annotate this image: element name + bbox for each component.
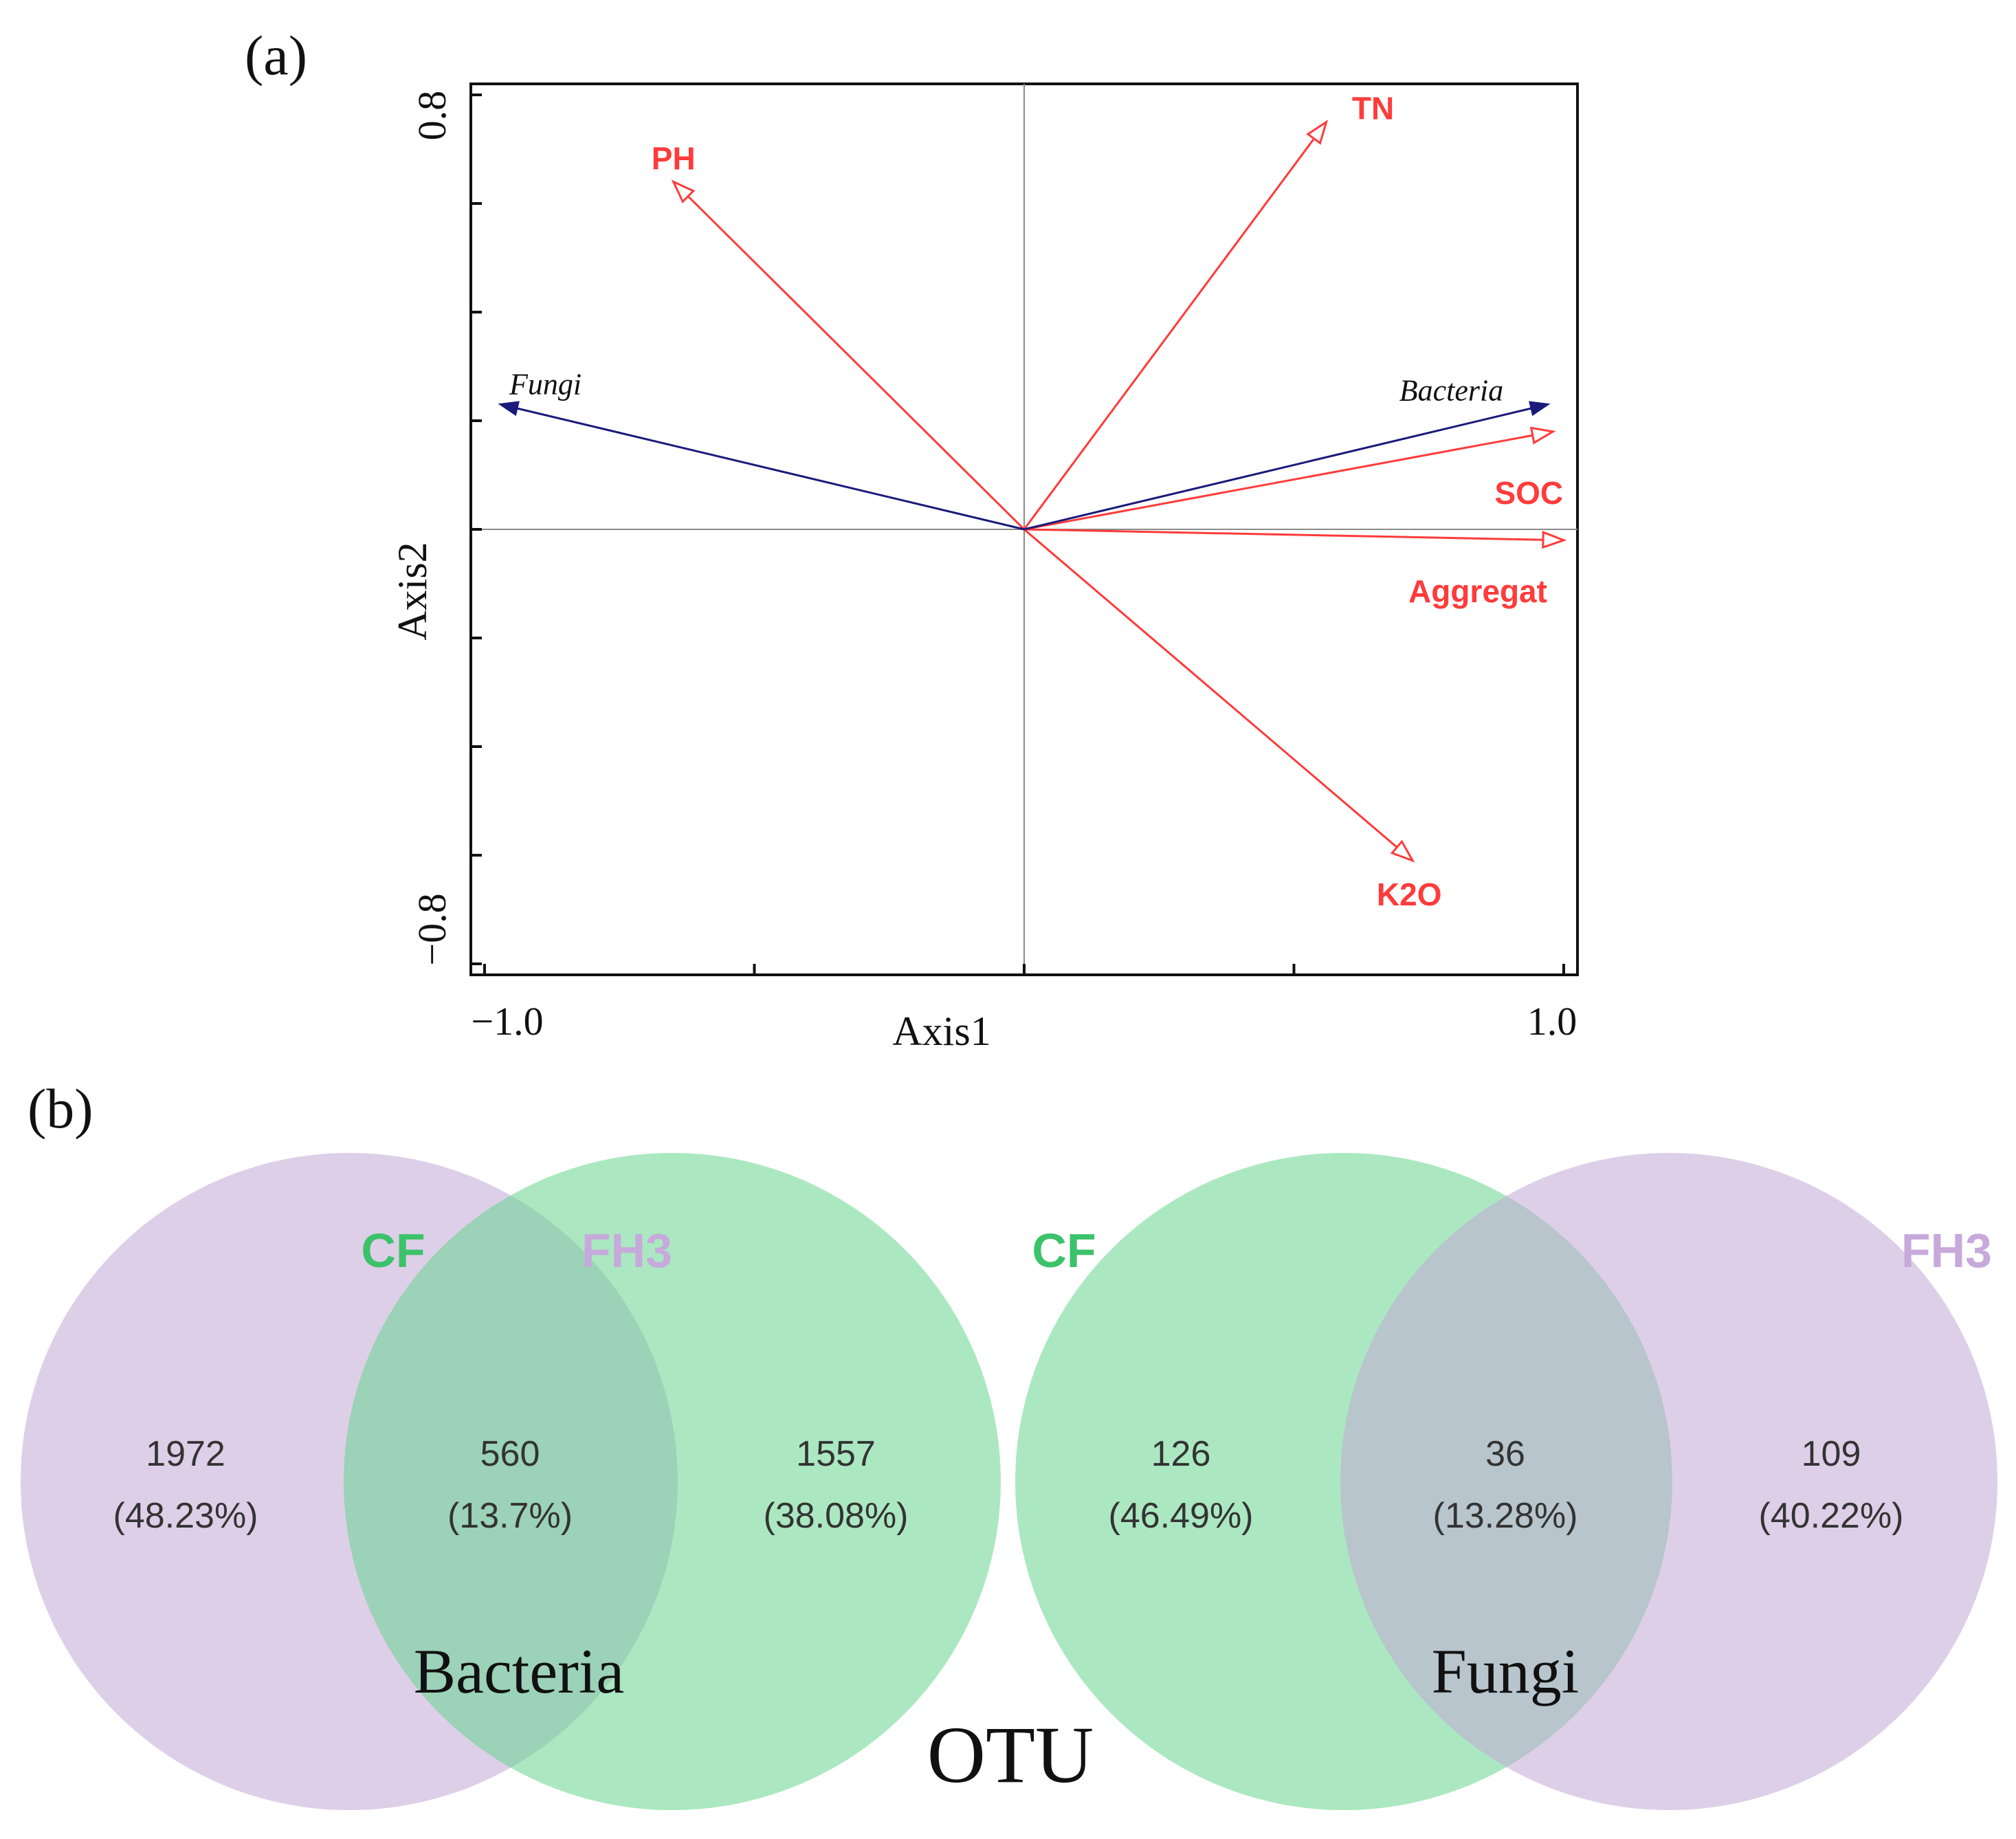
- y-tick-label-min: −0.8: [410, 893, 454, 965]
- fungi-fh3-only-count: 109: [1802, 1434, 1861, 1474]
- panel-b-label: (b): [27, 1077, 93, 1140]
- env-aggregat-arrowhead: [1542, 531, 1567, 549]
- env-k2o-arrowhead: [1390, 839, 1415, 863]
- env-label-tn: TN: [1352, 91, 1394, 126]
- species-bacteria-arrowhead: [1529, 401, 1551, 417]
- bacteria-fh3-only-percent: (48.23%): [113, 1496, 258, 1536]
- y-axis-title: Axis2: [390, 542, 435, 640]
- env-label-aggregat: Aggregat: [1408, 573, 1547, 609]
- x-tick-label-min: −1.0: [471, 999, 543, 1044]
- fungi-fh3-set-label: FH3: [1901, 1224, 1992, 1277]
- env-ph-vector: [687, 195, 1026, 531]
- bacteria-cf-circle: [344, 1153, 1001, 1810]
- bacteria-fh3-only-count: 1972: [146, 1434, 225, 1474]
- x-axis-title: Axis1: [892, 1009, 990, 1054]
- vector-label-layer: PH TN SOC Aggregat K2O Fungi Bacteria: [509, 91, 1563, 912]
- fungi-fh3-circle: [1340, 1153, 1997, 1810]
- env-soc-arrowhead: [1529, 426, 1556, 445]
- species-bacteria-vector: [1023, 407, 1532, 531]
- bacteria-overlap-count: 560: [480, 1434, 540, 1474]
- species-label-bacteria: Bacteria: [1399, 373, 1504, 407]
- fungi-cf-only-percent: (46.49%): [1109, 1496, 1254, 1536]
- env-label-ph: PH: [652, 140, 696, 176]
- env-soc-vector: [1023, 434, 1533, 531]
- fungi-overlap-count: 36: [1485, 1434, 1525, 1474]
- x-axis-ticks: [483, 964, 1565, 975]
- panel-a-label: (a): [245, 24, 307, 87]
- fungi-venn-title: Fungi: [1432, 1636, 1580, 1706]
- env-tn-vector: [1023, 137, 1315, 530]
- bacteria-venn-title: Bacteria: [414, 1636, 624, 1706]
- bacteria-cf-only-percent: (38.08%): [764, 1496, 909, 1536]
- species-fungi-arrowhead: [498, 401, 520, 417]
- bacteria-overlap-percent: (13.7%): [447, 1496, 573, 1536]
- env-tn-arrowhead: [1306, 120, 1329, 145]
- otu-title: OTU: [927, 1710, 1094, 1800]
- fungi-cf-set-label: CF: [1032, 1224, 1096, 1277]
- env-aggregat-vector: [1023, 528, 1544, 541]
- env-label-soc: SOC: [1494, 475, 1563, 511]
- venn-fungi: CF FH3 126 (46.49%) 36 (13.28%) 109 (40.…: [1015, 1153, 1997, 1810]
- y-tick-label-max: 0.8: [410, 91, 454, 141]
- vector-layer: [498, 120, 1567, 863]
- species-fungi-vector: [516, 407, 1025, 531]
- fungi-cf-only-count: 126: [1151, 1434, 1211, 1474]
- x-tick-label-max: 1.0: [1527, 999, 1577, 1044]
- venn-bacteria: CF FH3 1972 (48.23%) 560 (13.7%) 1557 (3…: [21, 1153, 1001, 1810]
- fungi-fh3-only-percent: (40.22%): [1759, 1496, 1904, 1536]
- bacteria-cf-set-label: CF: [361, 1224, 425, 1277]
- fungi-overlap-percent: (13.28%): [1433, 1496, 1578, 1536]
- species-label-fungi: Fungi: [509, 367, 581, 401]
- env-label-k2o: K2O: [1377, 877, 1442, 912]
- biplot-panel: −1.0 1.0 0.8 −0.8 Axis1 Axis2 PH TN SOC Agg…: [390, 82, 1579, 1054]
- env-k2o-vector: [1023, 528, 1398, 848]
- bacteria-fh3-set-label: FH3: [581, 1224, 672, 1277]
- bacteria-cf-only-count: 1557: [796, 1434, 876, 1474]
- env-ph-arrowhead: [671, 179, 696, 203]
- y-axis-ticks: [471, 93, 482, 965]
